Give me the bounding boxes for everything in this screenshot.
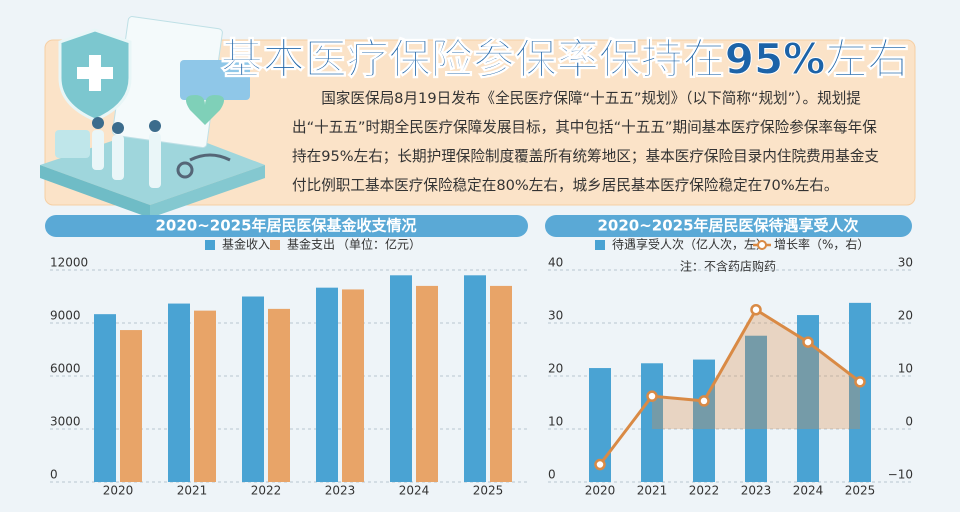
- y2-tick-label: 20: [898, 309, 913, 323]
- body-text: 国家医保局8月19日发布《全民医疗保障“十五五”规划》（以下简称“规划”）。规划…: [292, 90, 880, 194]
- legend-swatch: [205, 240, 215, 250]
- legend-label: 基金支出: [287, 237, 335, 252]
- unit-note: （单位：亿元）: [337, 237, 421, 252]
- header-card: [44, 39, 916, 206]
- panel-header: [45, 215, 528, 237]
- bar: [589, 368, 611, 482]
- line: [598, 307, 861, 466]
- y-tick-label: 30: [548, 309, 563, 323]
- line-point: [854, 376, 866, 388]
- chart-title: 2020~2025年居民医保基金收支情况: [155, 217, 416, 235]
- x-tick-label: 2023: [325, 484, 356, 498]
- y-tick-label: 0: [548, 468, 556, 482]
- y-tick-label: 6000: [50, 362, 81, 376]
- bar: [849, 302, 871, 482]
- legend-label: 基金收入: [222, 237, 270, 252]
- legend-label: 增长率（%，右）: [774, 237, 869, 252]
- x-tick-label: 2024: [793, 484, 824, 498]
- legend-swatch: [757, 240, 767, 250]
- bar: [490, 285, 512, 482]
- y-tick-label: 10: [548, 415, 563, 429]
- y-tick-label: 0: [50, 468, 58, 482]
- page-title: 基本医疗保险参保率保持在95%左右: [221, 35, 910, 84]
- bar: [194, 310, 216, 482]
- bar: [242, 296, 264, 482]
- area-fill: [652, 309, 860, 429]
- bar: [316, 287, 338, 482]
- bar: [94, 314, 116, 482]
- illustration: [40, 16, 265, 218]
- y-tick-label: 12000: [50, 256, 88, 270]
- line-point: [698, 395, 710, 407]
- x-tick-label: 2020: [103, 484, 134, 498]
- x-tick-label: 2022: [251, 484, 282, 498]
- x-tick-label: 2021: [637, 484, 668, 498]
- bar: [745, 335, 767, 482]
- line-point: [594, 458, 606, 471]
- x-tick-label: 2025: [473, 484, 504, 498]
- bar: [416, 285, 438, 482]
- bar: [641, 363, 663, 482]
- x-tick-label: 2023: [741, 484, 772, 498]
- bar: [168, 303, 190, 482]
- panel-header: [545, 215, 912, 237]
- bar: [120, 330, 142, 482]
- x-tick-label: 2025: [845, 484, 876, 498]
- bar: [464, 275, 486, 482]
- chart-note: 注：不含药店购药: [680, 259, 776, 274]
- y-tick-label: 9000: [50, 309, 81, 323]
- line-point: [750, 304, 762, 316]
- x-tick-label: 2020: [585, 484, 616, 498]
- y2-tick-label: −10: [888, 468, 913, 482]
- line-point: [646, 390, 658, 402]
- bar: [797, 315, 819, 482]
- bar: [342, 289, 364, 482]
- line-point: [802, 336, 814, 348]
- y-tick-label: 40: [548, 256, 563, 270]
- y-tick-label: 20: [548, 362, 563, 376]
- y2-tick-label: 10: [898, 362, 913, 376]
- legend-swatch: [270, 240, 280, 250]
- y-tick-label: 3000: [50, 415, 81, 429]
- y2-tick-label: 0: [905, 415, 913, 429]
- legend-label: 待遇享受人次（亿人次，左）: [612, 237, 768, 252]
- legend-swatch: [595, 240, 605, 250]
- bar: [390, 275, 412, 482]
- chart-title: 2020~2025年居民医保待遇享受人次: [597, 217, 858, 235]
- y2-tick-label: 30: [898, 256, 913, 270]
- bar: [268, 308, 290, 482]
- x-tick-label: 2024: [399, 484, 430, 498]
- x-tick-label: 2022: [689, 484, 720, 498]
- x-tick-label: 2021: [177, 484, 208, 498]
